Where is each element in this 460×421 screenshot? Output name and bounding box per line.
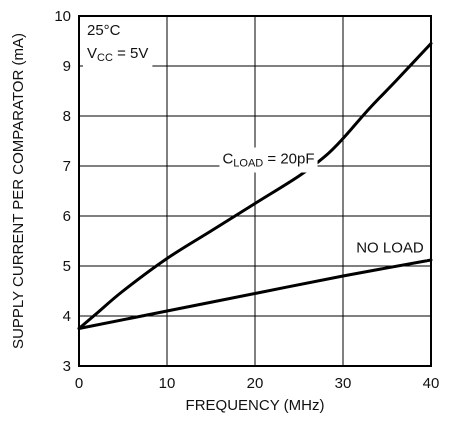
- vcc-rest: = 5V: [113, 45, 148, 62]
- y-tick-label-4: 4: [63, 308, 71, 325]
- y-tick-label-3: 3: [63, 358, 71, 375]
- cload-main: C: [222, 151, 233, 168]
- y-tick-label-6: 6: [63, 208, 71, 225]
- plot-frame: [78, 15, 432, 367]
- annotation-cload: CLOAD = 20pF: [222, 151, 314, 170]
- series-line-cload: [77, 42, 433, 330]
- series-layer: [77, 42, 433, 330]
- y-tick-label-7: 7: [63, 158, 71, 175]
- y-tick-label-5: 5: [63, 258, 71, 275]
- annotation-noload-box: NO LOAD: [353, 236, 427, 260]
- x-axis-label: FREQUENCY (MHz): [186, 397, 325, 414]
- annotation-noload: NO LOAD: [356, 240, 424, 257]
- cload-sub: LOAD: [233, 158, 263, 170]
- y-axis-label: SUPPLY CURRENT PER COMPARATOR (mA): [10, 33, 27, 349]
- annotation-temperature: 25°C: [87, 22, 121, 39]
- cload-rest: = 20pF: [263, 151, 314, 168]
- series-line-noload: [77, 258, 433, 330]
- x-tick-label-20: 20: [247, 375, 264, 392]
- vcc-main: V: [87, 45, 97, 62]
- x-tick-label-10: 10: [159, 375, 176, 392]
- y-tick-label-9: 9: [63, 58, 71, 75]
- tick-labels: 0 10 20 30 40 3 4 5 6 7 8 9 10: [54, 8, 439, 392]
- y-tick-label-8: 8: [63, 108, 71, 125]
- vcc-sub: CC: [97, 52, 113, 64]
- x-tick-label-0: 0: [75, 375, 83, 392]
- annotation-cload-box: CLOAD = 20pF: [219, 147, 318, 173]
- y-tick-label-10: 10: [54, 8, 71, 25]
- x-tick-label-40: 40: [423, 375, 440, 392]
- grid-lines: [79, 16, 431, 366]
- annotation-temperature-box: 25°C VCC = 5V: [83, 18, 153, 68]
- annotation-vcc: VCC = 5V: [87, 45, 148, 64]
- x-tick-label-30: 30: [335, 375, 352, 392]
